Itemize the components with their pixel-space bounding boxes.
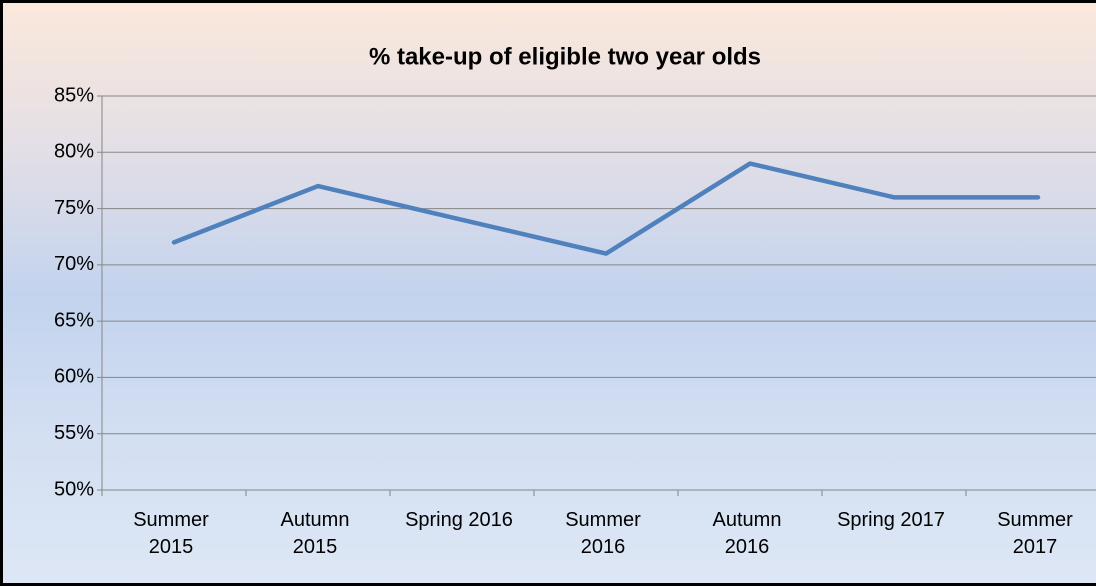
y-tick-label: 60% — [54, 366, 94, 388]
x-tick-label: Summer 2016 — [565, 509, 641, 558]
y-tick-label: 80% — [54, 141, 94, 163]
chart-title: % take-up of eligible two year olds — [369, 43, 761, 70]
x-tick-label: Spring 2017 — [837, 509, 945, 531]
x-tick-label: Spring 2016 — [405, 509, 513, 531]
y-tick-label: 50% — [54, 478, 94, 500]
y-tick-label: 75% — [54, 197, 94, 219]
y-tick-label: 70% — [54, 253, 94, 275]
x-tick-label: Autumn 2015 — [280, 509, 350, 558]
line-series — [171, 161, 1041, 256]
y-tick-label: 65% — [54, 309, 94, 331]
y-tick-label: 85% — [54, 84, 94, 106]
chart: % take-up of eligible two year olds 50% 5… — [54, 43, 1096, 500]
x-tick-label: Summer 2015 — [133, 509, 209, 558]
x-tick-label: Summer 2017 — [997, 509, 1073, 558]
x-tick-label: Autumn 2016 — [712, 509, 782, 558]
y-tick-label: 55% — [54, 422, 94, 444]
